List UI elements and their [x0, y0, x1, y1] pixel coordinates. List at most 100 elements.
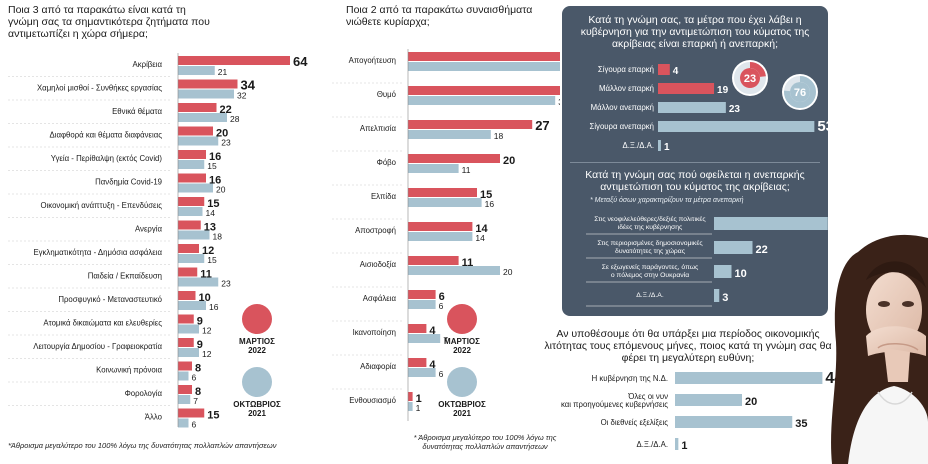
value-march: 20 — [503, 155, 515, 167]
bar-october — [178, 113, 227, 122]
value-october: 20 — [216, 185, 226, 195]
category-label: Φορολογία — [125, 389, 163, 398]
value-label: 4 — [673, 66, 679, 77]
category-label: Εθνικά θέματα — [112, 107, 162, 116]
value-march: 20 — [216, 128, 228, 140]
category-label: Υγεία - Περίθαλψη (εκτός Covid) — [51, 154, 163, 163]
category-label: Στις νεοφιλελεύθερες/δεξιές πολιτικές — [594, 215, 706, 223]
blame-title: Αν υποθέσουμε ότι θα υπάρξει μια περίοδο… — [544, 328, 832, 364]
donut-center — [740, 68, 760, 88]
value-march: 15 — [207, 410, 219, 422]
bar — [658, 83, 715, 94]
bar-october — [178, 301, 206, 310]
bar-october — [178, 277, 219, 287]
bar-october — [408, 96, 556, 105]
bar — [675, 416, 793, 428]
category-label: Ακρίβεια — [133, 60, 163, 69]
bar-march — [408, 154, 500, 163]
bar-october — [178, 254, 205, 263]
category-label: Χαμηλοί μισθοί - Συνθήκες εργασίας — [37, 84, 162, 93]
value-october: 32 — [237, 91, 247, 101]
legend-october-dot — [242, 367, 272, 397]
value-march: 12 — [202, 245, 214, 257]
bar — [675, 438, 679, 450]
value-october: 15 — [207, 161, 217, 171]
bar-march — [408, 324, 427, 333]
bar-october — [178, 395, 191, 404]
category-label: Στις περιορισμένες δημοσιονομικές — [597, 239, 703, 247]
category-label: Ενθουσιασμό — [349, 396, 396, 405]
category-label: Πανδημία Covid-19 — [95, 178, 162, 187]
legend-march-dot — [242, 304, 272, 334]
value-october: 23 — [221, 279, 231, 289]
bar-march — [178, 361, 192, 371]
value-october: 16 — [209, 302, 219, 312]
causes-chart: Στις νεοφιλελεύθερες/δεξιές πολιτικέςιδέ… — [586, 215, 849, 307]
emotions-title: Ποια 2 από τα παρακάτω συναισθήματα νιώθ… — [346, 4, 533, 28]
bar-march — [178, 220, 201, 230]
woman-photo — [831, 234, 928, 464]
measures-panel — [562, 6, 828, 316]
value-march: 9 — [197, 339, 203, 351]
bar-october — [408, 300, 436, 309]
category-label: Διαφθορά και θέματα διαφάνειας — [50, 131, 163, 140]
panel-divider — [570, 162, 820, 163]
value-label: 20 — [745, 396, 757, 408]
bar-march — [408, 120, 533, 129]
emotions-chart: Απογοήτευση4337Θυμό3432Απελπισία2718Φόβο… — [332, 49, 560, 421]
value-label: 3 — [722, 292, 728, 304]
legend-march-dot-2 — [447, 304, 477, 334]
value-october: 14 — [206, 208, 216, 218]
value-october: 28 — [230, 114, 240, 124]
value-label: 44 — [825, 370, 838, 387]
category-label: Οικονομική ανάπτυξη - Επενδύσεις — [40, 201, 162, 210]
category-label: Απελπισία — [360, 124, 397, 133]
value-october: 6 — [192, 420, 197, 430]
value-october: 23 — [221, 138, 231, 148]
value-label: 65 — [831, 216, 849, 233]
category-label: Αποστροφή — [355, 226, 396, 235]
value-march: 15 — [480, 189, 492, 201]
value-october: 6 — [192, 373, 197, 383]
category-label: Σίγουρα ανεπαρκή — [590, 122, 655, 131]
bar-march — [178, 56, 290, 65]
category-label: Αισιοδοξία — [360, 260, 397, 269]
category-label: Φόβο — [377, 158, 397, 167]
bar-march — [178, 79, 238, 89]
bar — [658, 64, 670, 75]
bar-october — [178, 230, 210, 240]
issues-note: *Άθροισμα μεγαλύτερο του 100% λόγω της δ… — [8, 441, 277, 450]
category-label: Ασφάλεια — [363, 294, 397, 303]
value-march: 9 — [197, 316, 203, 328]
category-label: Αδιαφορία — [360, 362, 396, 371]
bar-march — [408, 256, 459, 265]
value-march: 8 — [195, 386, 201, 398]
value-october: 32 — [558, 97, 560, 107]
bar-october — [408, 130, 491, 139]
category-label: Ικανοποίηση — [353, 328, 396, 337]
category-label: Ανεργία — [135, 225, 162, 234]
value-october: 12 — [202, 326, 212, 336]
value-march: 11 — [462, 257, 474, 269]
category-label: Ατομικά δικαιώματα και ελευθερίες — [43, 319, 162, 328]
bar-october — [408, 62, 560, 71]
value-march: 15 — [207, 198, 219, 210]
donut-value: 23 — [744, 73, 756, 85]
bar-october — [178, 324, 199, 334]
value-label: 10 — [735, 268, 747, 280]
bar-october — [408, 198, 482, 207]
bar-march — [178, 126, 213, 136]
bar-october — [178, 371, 189, 381]
legend-march-label: ΜΑΡΤΙΟΣ 2022 — [239, 337, 275, 355]
bar-march — [178, 338, 194, 347]
value-march: 8 — [195, 363, 201, 375]
value-march: 4 — [429, 359, 436, 371]
value-october: 7 — [443, 335, 448, 345]
value-march: 16 — [209, 151, 221, 163]
bar-march — [178, 385, 192, 394]
value-label: 1 — [664, 142, 670, 153]
causes-title: Κατά τη γνώμη σας πού οφείλεται η ανεπαρ… — [585, 169, 805, 193]
category-label: Σε εξωγενείς παράγοντες, όπως — [602, 263, 699, 271]
value-october: 20 — [503, 267, 513, 277]
causes-note: * Μεταξύ όσων χαρακτηρίζουν τα μέτρα ανε… — [590, 197, 744, 204]
